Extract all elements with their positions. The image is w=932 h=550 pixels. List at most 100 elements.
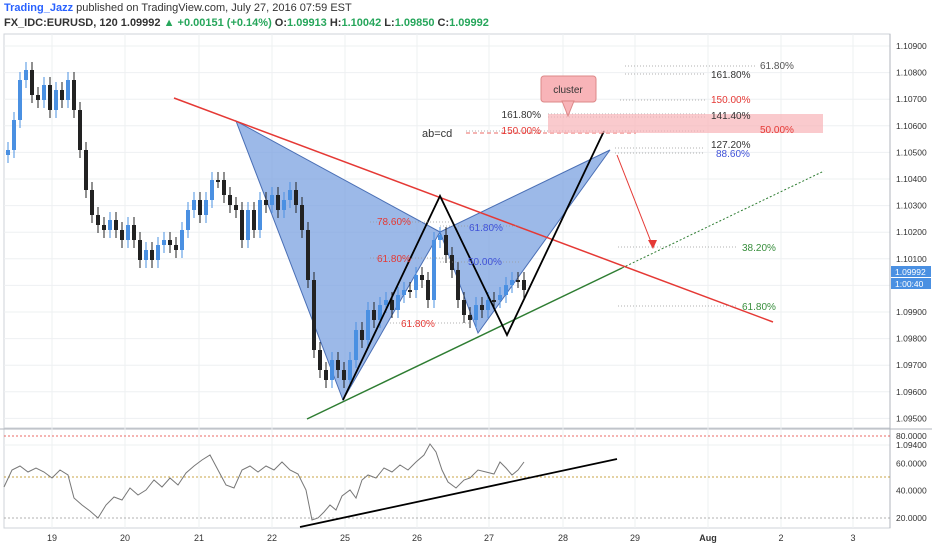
candle-body — [240, 210, 244, 240]
candle-body — [522, 280, 526, 290]
candle-body — [132, 225, 136, 240]
time-tick-label: 22 — [267, 533, 277, 543]
candle-body — [498, 295, 502, 300]
candle-body — [216, 180, 220, 182]
rsi-indicator: 80.0000 60.0000 40.0000 20.0000 — [3, 431, 927, 528]
candle-body — [228, 195, 232, 205]
high-value: 1.10042 — [341, 17, 382, 29]
arrow-head-icon — [648, 240, 657, 249]
candle-body — [378, 305, 382, 320]
symbol-label: FX_IDC:EURUSD, 120 — [4, 17, 118, 29]
rsi-trend-line — [299, 458, 618, 528]
rsi-tick-label: 40.0000 — [896, 486, 927, 496]
candle-body — [144, 250, 148, 260]
fib-label: 150.00% — [711, 95, 751, 106]
candle-body — [474, 305, 478, 320]
candle-body — [156, 245, 160, 260]
candle-body — [264, 200, 268, 205]
price-axis[interactable]: 1.10900 1.10800 1.10700 1.10600 1.10500 1.104… — [889, 34, 931, 528]
fib-label: 61.80% — [401, 319, 435, 330]
candle-body — [54, 90, 58, 110]
trend-lines — [173, 97, 825, 420]
candle-body — [354, 330, 358, 360]
price-tick-label: 1.10300 — [896, 201, 927, 211]
abcd-label: ab=cd — [422, 128, 452, 140]
candle-body — [108, 220, 112, 230]
price-tick-label: 1.10500 — [896, 147, 927, 157]
support-line[interactable] — [306, 267, 623, 420]
candle-body — [78, 110, 82, 150]
candle-body — [288, 190, 292, 200]
rsi-line — [3, 443, 525, 521]
time-tick-label: 25 — [340, 533, 350, 543]
fib-label: 88.60% — [716, 149, 750, 160]
candle-body — [84, 150, 88, 190]
candle-body — [342, 370, 346, 380]
open-value: 1.09913 — [287, 17, 327, 29]
candle-body — [102, 225, 106, 230]
fib-label: 50.00% — [468, 257, 502, 268]
symbol-line: FX_IDC:EURUSD, 120 1.09992 ▲ +0.00151 (+… — [4, 17, 489, 29]
time-tick-label: 21 — [194, 533, 204, 543]
candle-body — [282, 200, 286, 210]
candle-body — [24, 70, 28, 80]
candle-body — [168, 240, 172, 245]
current-price-label: 1.09992 — [895, 267, 926, 277]
price-tick-label: 1.09500 — [896, 413, 927, 423]
candle-body — [210, 180, 214, 200]
author-link[interactable]: Trading_Jazz — [4, 2, 74, 14]
fib-label: 127.20% — [711, 140, 751, 151]
low-value: 1.09850 — [394, 17, 435, 29]
candle-body — [114, 220, 118, 230]
projection-arrow — [616, 154, 654, 248]
candle-body — [486, 300, 490, 310]
candle-body — [324, 370, 328, 380]
last-price: 1.09992 — [120, 17, 161, 29]
price-tick-label: 1.10800 — [896, 68, 927, 78]
candle-body — [18, 80, 22, 120]
time-axis[interactable]: 19 20 21 22 25 26 27 28 29 Aug 2 3 — [47, 533, 856, 543]
abcd-pattern[interactable] — [342, 130, 605, 401]
candle-body — [396, 295, 400, 310]
candle-body — [180, 230, 184, 250]
price-tick-label: 1.09700 — [896, 360, 927, 370]
harmonic-pattern — [235, 119, 611, 402]
candle-body — [318, 350, 322, 370]
candle-body — [294, 190, 298, 205]
publish-line: Trading_Jazz published on TradingView.co… — [4, 2, 352, 14]
candle-body — [6, 150, 10, 155]
candle-body — [276, 195, 280, 210]
candle-body — [120, 230, 124, 240]
fib-label: 61.80% — [742, 302, 776, 313]
price-tick-label: 1.10700 — [896, 94, 927, 104]
fib-label: 50.00% — [760, 125, 794, 136]
candle-body — [330, 360, 334, 380]
fib-label: 61.80% — [469, 223, 503, 234]
current-price-badge — [891, 266, 931, 277]
rsi-tick-label: 60.0000 — [896, 458, 927, 468]
candle-body — [456, 270, 460, 300]
fib-label: 161.80% — [711, 70, 751, 81]
candle-body — [360, 330, 364, 340]
grid-lines — [4, 34, 890, 528]
candle-body — [138, 240, 142, 260]
candle-body — [432, 240, 436, 300]
candle-body — [426, 280, 430, 300]
callout-pointer-icon — [561, 100, 575, 118]
candle-body — [504, 285, 508, 295]
candle-body — [192, 200, 196, 210]
rsi-pane-frame — [3, 427, 891, 529]
candle-body — [96, 215, 100, 225]
candle-body — [402, 290, 406, 295]
annotation-labels: 61.80% 161.80% 150.00% 161.80% 141.40% 150.00… — [377, 61, 794, 330]
candle-body — [48, 85, 52, 110]
price-tick-label: 1.10100 — [896, 254, 927, 264]
resistance-line[interactable] — [173, 97, 774, 323]
candle-body — [174, 245, 178, 250]
candle-body — [252, 210, 256, 230]
candle-body — [480, 305, 484, 310]
fib-label: 141.40% — [711, 111, 751, 122]
price-tick-label: 1.10600 — [896, 121, 927, 131]
cluster-zone — [540, 75, 823, 133]
